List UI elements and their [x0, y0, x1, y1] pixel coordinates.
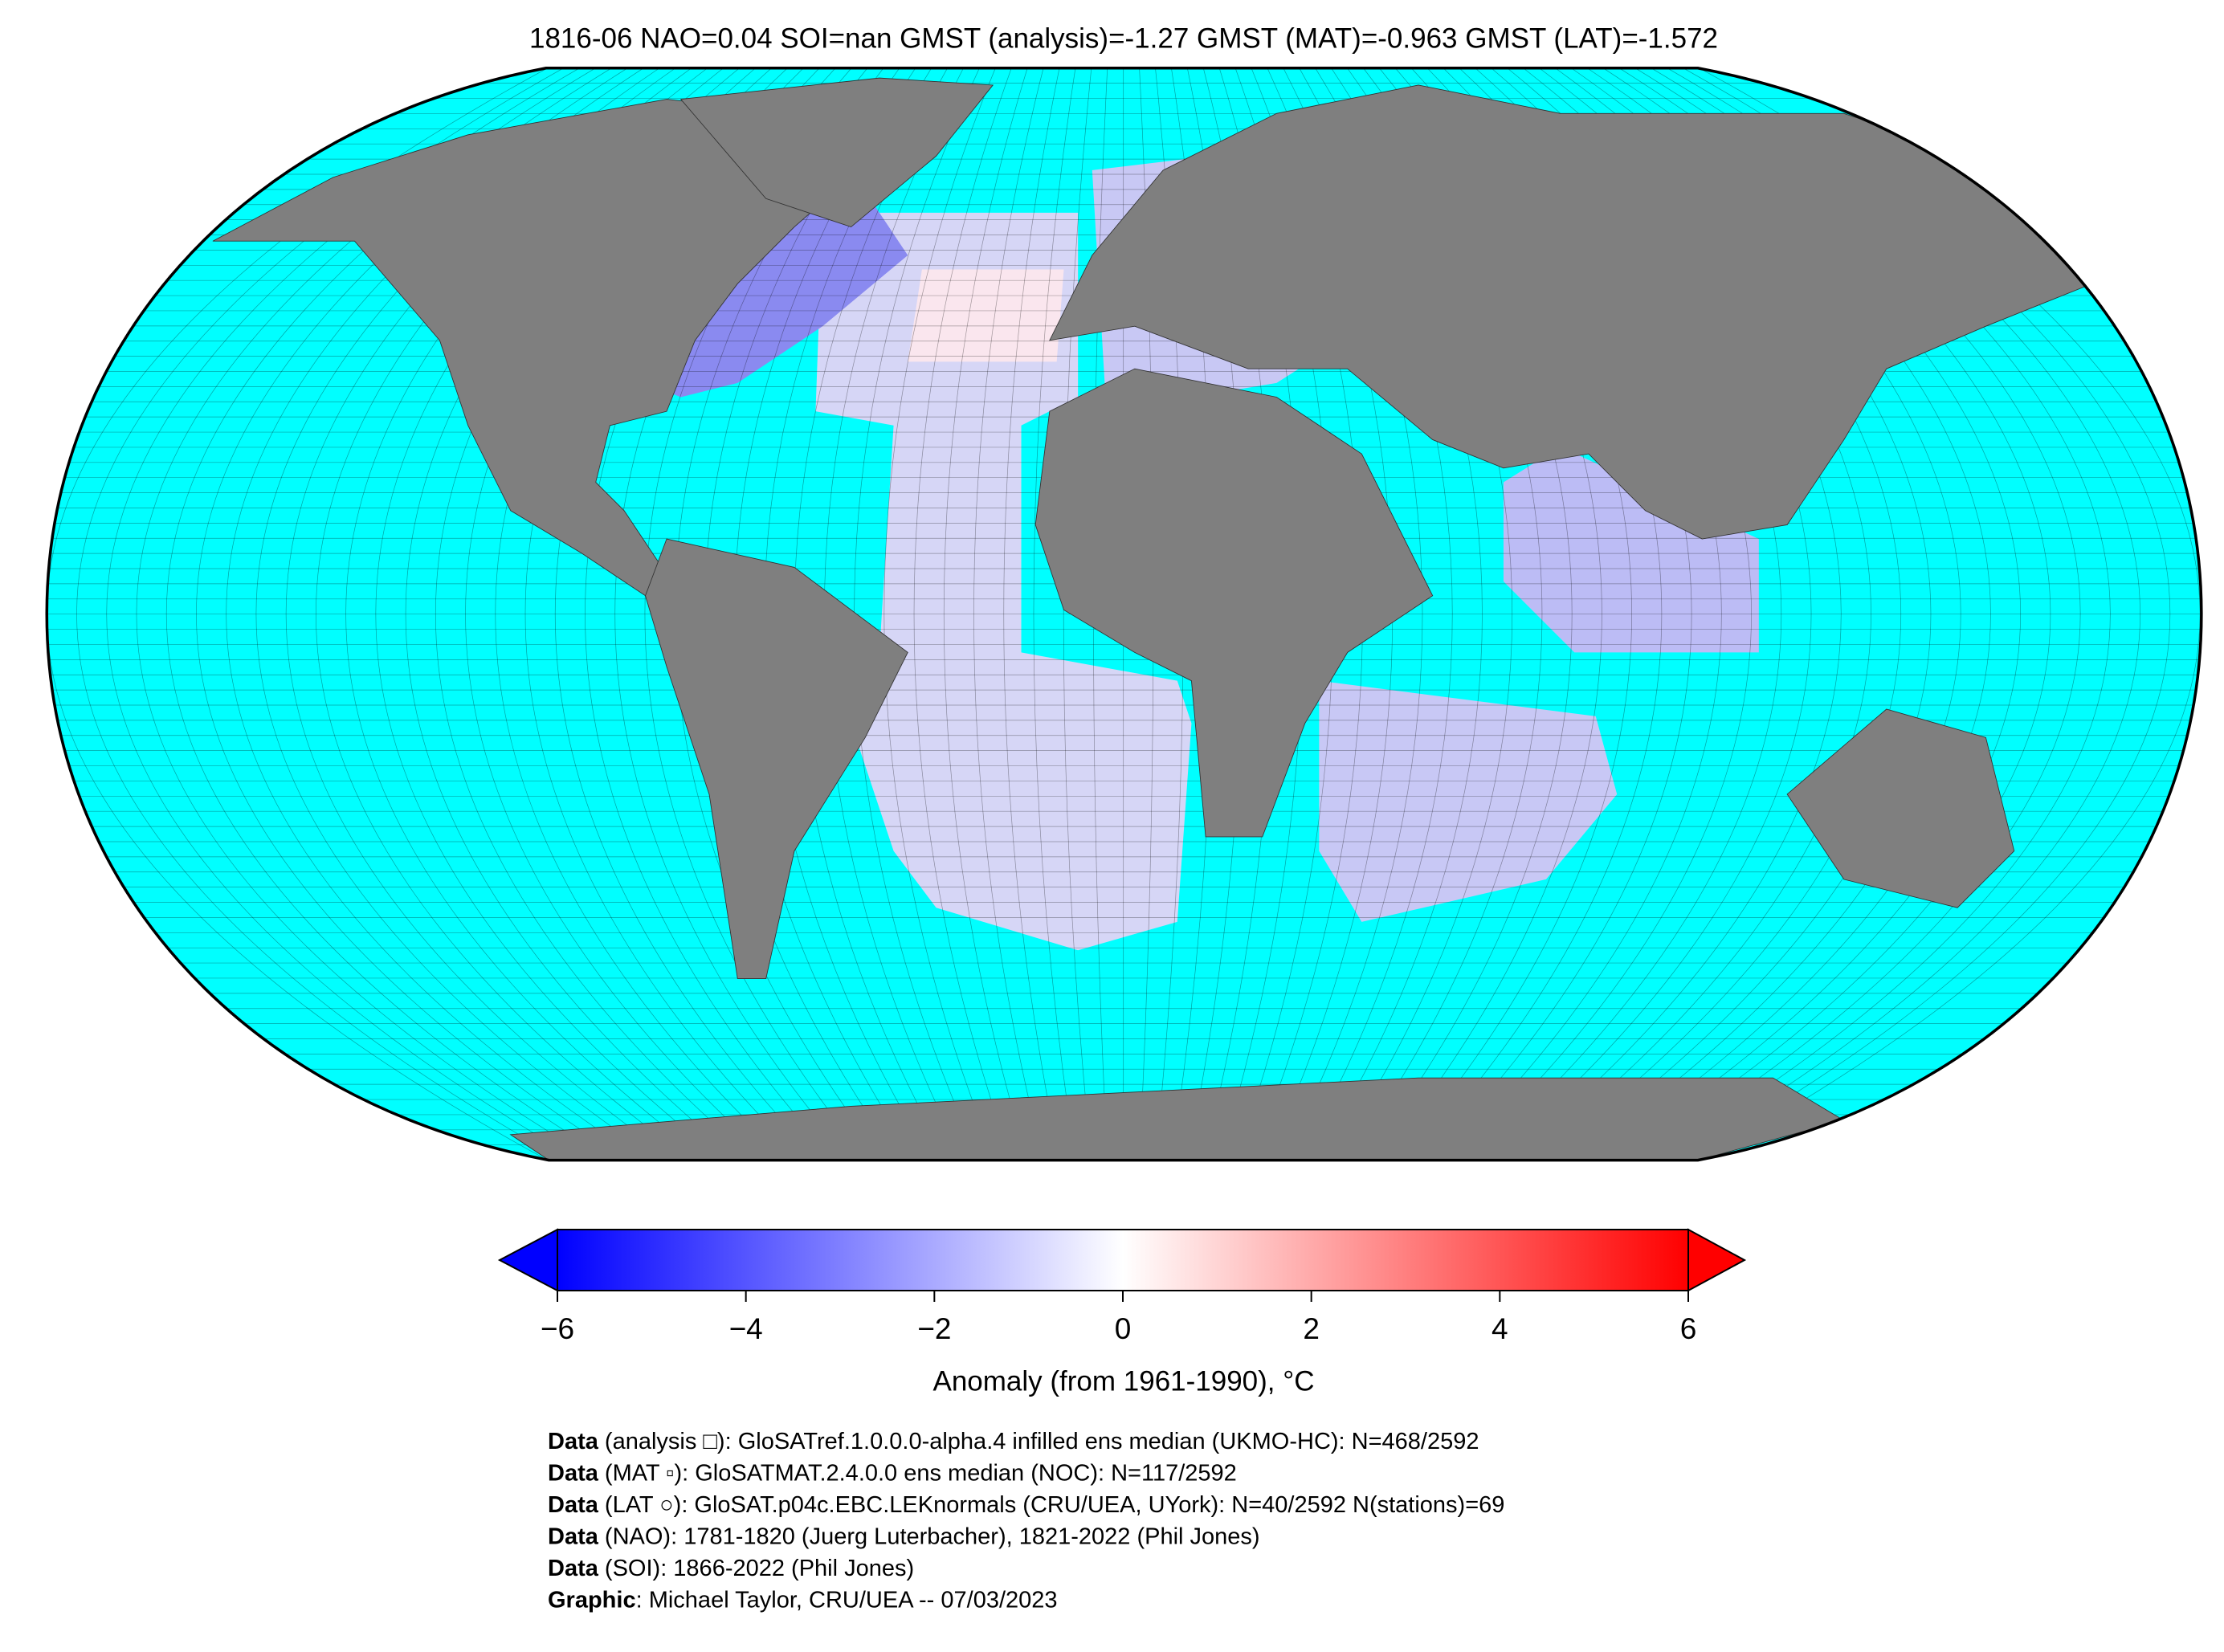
map-border: [45, 67, 2203, 1162]
meridian: [1063, 67, 1092, 1160]
meridian: [973, 67, 1044, 1160]
land: [212, 77, 2128, 1160]
colorbar-tick-label: 4: [1492, 1312, 1508, 1345]
anomaly-patch: [1503, 447, 1759, 653]
anomaly-patch: [908, 269, 1064, 362]
footer-bold: Data: [548, 1556, 599, 1581]
colorbar-tick-label: 0: [1115, 1312, 1132, 1345]
colorbar-tick-label: −2: [917, 1312, 951, 1345]
colorbar-tick-label: 6: [1680, 1312, 1697, 1345]
footer-bold: Data: [548, 1524, 599, 1549]
footer-bold: Data: [548, 1492, 599, 1518]
meridian: [913, 67, 1012, 1160]
colorbar-low-extension: [497, 1228, 558, 1292]
colorbar-tick-label: −6: [541, 1312, 574, 1345]
footer-bold: Graphic: [548, 1587, 636, 1613]
meridian: [1003, 67, 1060, 1160]
footer-line: Graphic: Michael Taylor, CRU/UEA -- 07/0…: [548, 1587, 1058, 1613]
footer-text: : Michael Taylor, CRU/UEA -- 07/03/2023: [636, 1587, 1058, 1613]
footer-text: (SOI): 1866-2022 (Phil Jones): [598, 1556, 914, 1581]
colorbar-tick-label: −4: [729, 1312, 763, 1345]
footer-line: Data (analysis □): GloSATref.1.0.0.0-alp…: [548, 1429, 1479, 1454]
footer-bold: Data: [548, 1429, 599, 1454]
map: [45, 67, 2203, 1162]
anomaly-patch: [815, 212, 1192, 951]
meridian: [943, 67, 1028, 1160]
footer-text: (NAO): 1781-1820 (Juerg Luterbacher), 18…: [598, 1524, 1260, 1549]
footer-line: Data (SOI): 1866-2022 (Phil Jones): [548, 1556, 914, 1581]
footer-line: Data (LAT ○): GloSAT.p04c.EBC.LEKnormals…: [548, 1492, 1504, 1518]
footer-bold: Data: [548, 1460, 599, 1486]
footer-line: Data (NAO): 1781-1820 (Juerg Luterbacher…: [548, 1524, 1260, 1549]
meridian: [1033, 67, 1076, 1160]
footer-text: (MAT ▫): GloSATMAT.2.4.0.0 ens median (N…: [598, 1460, 1237, 1486]
footer-text: (analysis □): GloSATref.1.0.0.0-alpha.4 …: [598, 1429, 1479, 1454]
colorbar: −6 −4 −2 0 2 4 6: [497, 1228, 1747, 1345]
colorbar-tick-label: 2: [1303, 1312, 1320, 1345]
title: 1816-06 NAO=0.04 SOI=nan GMST (analysis)…: [529, 22, 1718, 54]
footer-line: Data (MAT ▫): GloSATMAT.2.4.0.0 ens medi…: [548, 1460, 1237, 1486]
footer: Data (analysis □): GloSATref.1.0.0.0-alp…: [548, 1429, 1504, 1613]
colorbar-label: Anomaly (from 1961-1990), °C: [932, 1365, 1314, 1397]
colorbar-high-extension: [1687, 1228, 1747, 1292]
anomaly-patch: [1319, 680, 1618, 922]
colorbar-gradient: [557, 1229, 1689, 1291]
footer-text: (LAT ○): GloSAT.p04c.EBC.LEKnormals (CRU…: [598, 1492, 1505, 1518]
meridian: [883, 67, 996, 1160]
